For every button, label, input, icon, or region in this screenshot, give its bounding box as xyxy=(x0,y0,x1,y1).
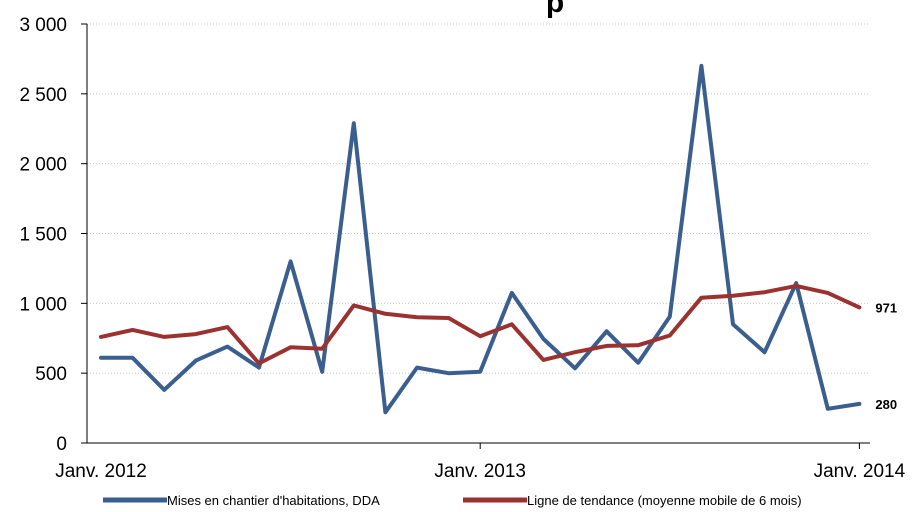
series-lines xyxy=(99,63,862,415)
chart-title: p xyxy=(546,0,564,19)
axes xyxy=(81,23,870,449)
y-tick-label: 3 000 xyxy=(19,15,67,36)
legend: Mises en chantier d'habitations, DDA Lign… xyxy=(103,493,802,508)
series-line-1 xyxy=(99,63,862,415)
y-tick-labels: 0 500 1 000 1 500 2 000 2 500 3 000 xyxy=(19,15,67,455)
legend-label-2: Ligne de tendance (moyenne mobile de 6 m… xyxy=(527,493,802,508)
legend-label-1: Mises en chantier d'habitations, DDA xyxy=(167,493,380,508)
y-tick-label: 500 xyxy=(35,364,67,385)
x-tick-label: Janv. 2013 xyxy=(434,461,526,482)
end-label-1: 280 xyxy=(875,397,897,412)
x-tick-label: Janv. 2012 xyxy=(55,461,147,482)
series-line-2 xyxy=(99,283,862,366)
x-tick-label: Janv. 2014 xyxy=(814,461,906,482)
y-tick-label: 0 xyxy=(56,434,67,455)
y-tick-label: 2 500 xyxy=(19,85,67,106)
y-tick-label: 1 500 xyxy=(19,225,67,246)
end-label-2: 971 xyxy=(875,300,897,315)
y-tick-label: 2 000 xyxy=(19,155,67,176)
gridlines xyxy=(87,23,870,374)
y-tick-label: 1 000 xyxy=(19,294,67,315)
end-labels: 280 971 xyxy=(875,300,897,412)
x-tick-labels: Janv. 2012 Janv. 2013 Janv. 2014 xyxy=(55,461,905,482)
